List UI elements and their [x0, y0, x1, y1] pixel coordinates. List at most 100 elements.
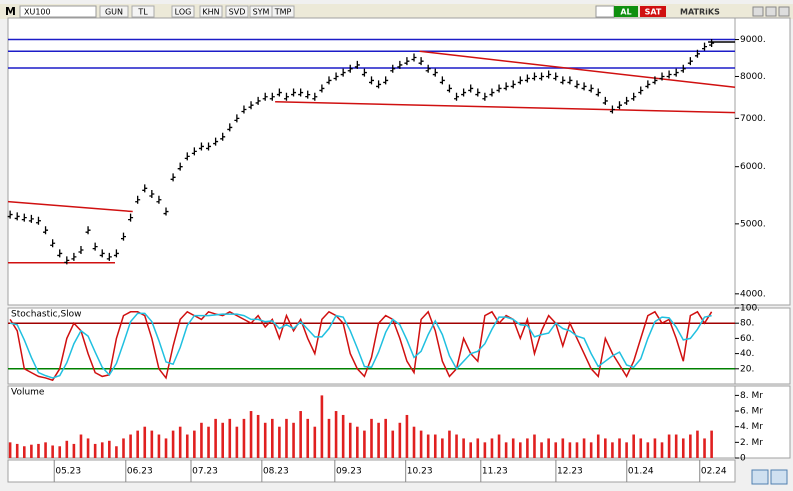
toolbar-button[interactable] — [171, 5, 195, 18]
price-bar — [468, 84, 474, 93]
price-bar — [624, 96, 630, 105]
x-tick-label: 11.23 — [482, 467, 508, 477]
window-button[interactable] — [752, 6, 764, 17]
panel-title: Volume — [11, 388, 45, 398]
volume-bar — [483, 442, 487, 458]
price-bar — [326, 76, 332, 85]
toolbar-button-label: TMP — [274, 8, 292, 17]
sell-button[interactable] — [640, 6, 666, 17]
toolbar-button[interactable] — [99, 5, 129, 18]
volume-bar — [674, 434, 678, 458]
price-bar — [227, 123, 233, 132]
volume-bar — [398, 422, 402, 458]
volume-bar — [22, 446, 26, 458]
toolbar-button-label: KHN — [202, 8, 219, 17]
price-bar — [397, 60, 403, 69]
volume-bar — [185, 434, 189, 458]
volume-bar — [270, 418, 274, 458]
price-bar — [78, 246, 84, 255]
volume-bar — [582, 438, 586, 458]
toolbar-button-label: LOG — [175, 8, 192, 17]
price-bar — [312, 92, 318, 101]
price-bar — [163, 207, 169, 216]
window-button[interactable] — [765, 6, 777, 17]
price-bar — [546, 70, 552, 79]
volume-bar — [604, 438, 607, 458]
panel-title: Stochastic,Slow — [11, 310, 82, 320]
price-bar — [283, 92, 289, 101]
icon[interactable] — [595, 5, 615, 18]
toolbar-button-label: GUN — [105, 8, 123, 17]
price-bar — [659, 72, 665, 81]
price-bar — [709, 39, 715, 48]
symbol-box[interactable] — [19, 5, 97, 18]
y-tick-label: 2. Mr — [740, 438, 763, 448]
volume-bar — [703, 438, 706, 458]
price-bar — [7, 210, 13, 219]
price-bar — [702, 42, 708, 51]
volume-bar — [164, 438, 168, 458]
volume-bar — [72, 443, 76, 458]
toolbar-button[interactable] — [131, 5, 155, 18]
volume-bar — [575, 442, 579, 458]
nav-button[interactable] — [770, 469, 788, 485]
y-tick-label: 80. — [740, 319, 754, 329]
volume-bar — [632, 434, 635, 458]
y-tick-label: 6000. — [740, 162, 766, 172]
price-bar — [43, 226, 49, 235]
volume-bar — [30, 444, 33, 458]
price-bar — [404, 57, 410, 66]
price-bar — [524, 74, 530, 83]
volume-bar — [193, 430, 196, 458]
price-bar — [574, 80, 580, 89]
volume-bar — [150, 430, 154, 458]
price-bar — [135, 195, 141, 204]
volume-bar — [100, 442, 104, 458]
volume-bar — [667, 434, 671, 458]
volume-bar — [419, 430, 423, 458]
price-bar — [120, 232, 126, 241]
volume-bar — [533, 434, 536, 458]
price-bar — [439, 76, 445, 85]
price-bar — [213, 137, 219, 146]
price-bar — [666, 70, 672, 79]
price-bar — [234, 114, 240, 123]
price-bar — [99, 249, 105, 258]
price-bar — [191, 147, 197, 156]
volume-bar — [242, 418, 246, 458]
logo: M — [5, 5, 16, 18]
price-bar — [680, 64, 686, 73]
price-bar — [595, 88, 601, 97]
price-bar — [383, 76, 389, 85]
volume-bar — [710, 430, 713, 458]
price-bar — [340, 68, 346, 77]
price-bar — [262, 92, 268, 101]
volume-bar — [200, 422, 203, 458]
toolbar-button[interactable] — [225, 5, 249, 18]
price-bar — [220, 132, 226, 141]
nav-button[interactable] — [751, 469, 769, 485]
sell-label: SAT — [645, 8, 662, 17]
buy-button[interactable] — [614, 6, 638, 17]
y-tick-label: 7000. — [740, 114, 766, 124]
volume-bar — [568, 442, 572, 458]
y-tick-label: 9000. — [740, 35, 766, 45]
x-tick-label: 09.23 — [336, 467, 362, 477]
volume-bar — [44, 442, 47, 458]
price-bar — [142, 184, 148, 193]
volume-bar — [86, 438, 90, 458]
y-tick-label: 8. Mr — [740, 391, 763, 401]
price-bar — [510, 80, 516, 89]
price-bar — [631, 92, 637, 101]
volume-bar — [618, 438, 621, 458]
toolbar-button[interactable] — [271, 5, 295, 18]
volume-bar — [589, 442, 593, 458]
volume-bar — [178, 426, 182, 458]
volume-bar — [313, 426, 317, 458]
y-tick-label: 0 — [740, 454, 746, 464]
toolbar-button-label: SVD — [229, 8, 246, 17]
toolbar-button-label: TL — [137, 8, 148, 17]
toolbar-button[interactable] — [199, 5, 223, 18]
window-button[interactable] — [778, 6, 790, 17]
